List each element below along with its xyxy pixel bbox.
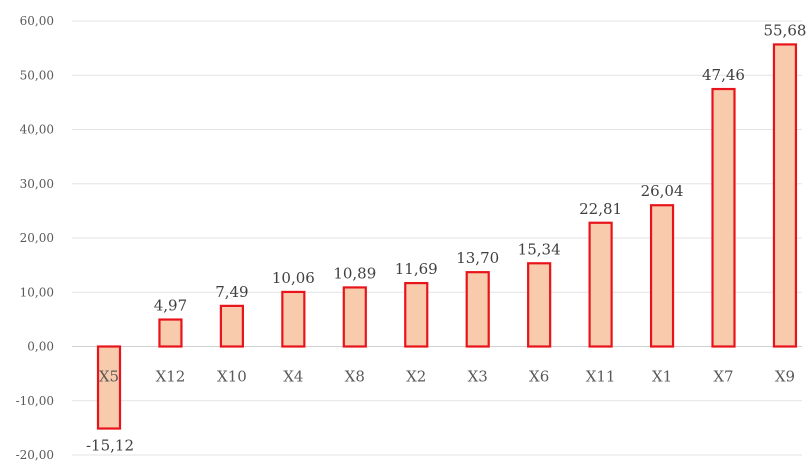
bar	[711, 87, 736, 348]
x-axis-ticks: X5 X12 X10 X4 X8 X2 X3 X6 X11 X1 X7 X9	[99, 368, 795, 386]
bar	[527, 262, 552, 348]
y-tick-label: 0,00	[27, 340, 54, 354]
y-tick-label: 10,00	[20, 285, 54, 299]
data-label: 15,34	[518, 240, 561, 258]
bar	[404, 281, 429, 348]
data-label: 22,81	[579, 200, 622, 218]
data-label: 55,68	[763, 21, 806, 39]
x-tick-label: X1	[652, 368, 672, 386]
data-label: 47,46	[702, 66, 745, 84]
data-labels: -15,12 4,97 7,49 10,06 10,89 11,69 13,70 15,34 2…	[86, 21, 806, 454]
data-label: -15,12	[86, 437, 134, 455]
data-label: 13,70	[456, 249, 499, 267]
x-tick-label: X5	[99, 368, 119, 386]
y-tick-label: 50,00	[20, 68, 54, 82]
y-tick-label: 40,00	[20, 123, 54, 137]
x-tick-label: X7	[713, 368, 733, 386]
x-tick-label: X10	[217, 368, 247, 386]
data-label: 4,97	[154, 297, 187, 315]
y-axis-ticks: 60,00 50,00 40,00 30,00 20,00 10,00 0,00 -10,00…	[16, 14, 54, 462]
x-tick-label: X12	[156, 368, 186, 386]
bar	[96, 345, 122, 430]
x-tick-label: X8	[345, 368, 365, 386]
x-tick-label: X6	[529, 368, 549, 386]
y-tick-label: -10,00	[16, 394, 54, 408]
gridlines	[72, 20, 802, 456]
bar	[158, 318, 183, 348]
y-tick-label: -20,00	[16, 448, 54, 462]
data-label: 26,04	[641, 182, 684, 200]
bar	[281, 290, 306, 348]
bar	[465, 271, 490, 348]
data-label: 10,89	[333, 264, 376, 282]
x-tick-label: X2	[406, 368, 426, 386]
data-label: 7,49	[215, 283, 248, 301]
bar	[588, 221, 613, 348]
bar	[219, 304, 244, 348]
data-label: 11,69	[395, 260, 438, 278]
data-label: 10,06	[272, 269, 315, 287]
y-tick-label: 20,00	[20, 231, 54, 245]
x-tick-label: X9	[775, 368, 795, 386]
x-tick-label: X3	[468, 368, 488, 386]
x-tick-label: X4	[283, 368, 303, 386]
bar	[342, 286, 367, 348]
bars	[96, 43, 798, 430]
bar	[772, 43, 798, 348]
bar	[649, 204, 675, 348]
y-tick-label: 60,00	[20, 14, 54, 28]
x-tick-label: X11	[586, 368, 616, 386]
y-tick-label: 30,00	[20, 177, 54, 191]
